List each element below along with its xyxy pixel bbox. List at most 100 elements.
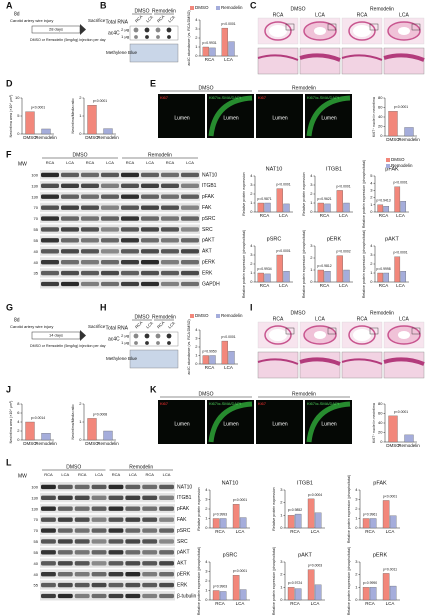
band: [181, 249, 199, 254]
p-value: p=0.9903: [213, 584, 227, 588]
band: [108, 539, 124, 544]
lane-label: LCA: [95, 472, 103, 477]
y-tick-label: 2: [280, 500, 283, 505]
p-value: p=0.9993: [213, 512, 227, 516]
p-value: p<0.0001: [336, 184, 350, 188]
band: [125, 484, 141, 490]
bar: [221, 27, 228, 57]
p-value: p=0.0008: [93, 412, 107, 416]
y-tick-label: 10: [15, 95, 20, 100]
legend-label: DMSO: [195, 5, 209, 10]
band: [91, 506, 107, 511]
lumen-label: Lumen: [174, 421, 190, 427]
lane-label: LCA: [315, 316, 325, 322]
band: [57, 572, 73, 577]
bar: [389, 515, 397, 529]
p-value: p<0.0001: [393, 251, 407, 255]
band: [159, 561, 174, 566]
panel-label: G: [6, 302, 13, 312]
protein-label: pERK: [177, 572, 191, 578]
y-tick-label: 4: [250, 243, 253, 248]
bar: [202, 46, 209, 57]
bar: [287, 587, 295, 601]
band: [125, 517, 141, 522]
band: [101, 238, 119, 243]
y-axis-label: Neointima area (×10⁴ μm²): [9, 95, 13, 138]
band: [181, 216, 199, 221]
p-value: p=0.9934: [257, 267, 271, 271]
media-layer: [306, 95, 351, 137]
group-label: DMSO: [199, 391, 214, 397]
y-tick-label: 0: [310, 209, 313, 214]
lumen-label: Lumen: [321, 421, 337, 427]
y-tick-label: 3: [280, 487, 283, 492]
x-tick-label: Remodelin: [97, 135, 119, 140]
timeline-arrow: [80, 24, 86, 35]
group-label: DMSO: [135, 8, 150, 14]
band: [101, 227, 119, 232]
y-tick-label: 2: [195, 35, 198, 40]
dot: [144, 333, 150, 339]
p-value: p<0.0001: [394, 410, 408, 414]
y-tick-label: 4: [310, 173, 313, 178]
dot: [144, 27, 150, 33]
band: [41, 216, 59, 221]
zoom-layer: [257, 54, 299, 61]
bar: [394, 256, 401, 283]
protein-label: pSRC: [202, 216, 216, 222]
y-tick-label: 1: [370, 202, 373, 207]
dot: [166, 27, 172, 33]
bar: [343, 269, 350, 283]
blot-strip: [40, 224, 200, 234]
lane-label: LCA: [61, 472, 69, 477]
band: [141, 183, 159, 188]
zoom-box: [285, 327, 295, 335]
band: [125, 506, 141, 511]
p-value: p=0.0014: [31, 416, 45, 420]
band: [61, 281, 79, 287]
bar: [25, 421, 35, 441]
protein-label: pSRC: [177, 528, 191, 534]
group-label: Remodelin: [152, 8, 176, 14]
band: [57, 582, 73, 588]
y-tick-label: 2: [250, 261, 253, 266]
y-tick-label: 0: [370, 209, 373, 214]
amount-label: 1 μg: [121, 340, 129, 345]
x-tick-label: DMSO: [85, 135, 99, 140]
band: [125, 539, 141, 544]
band: [142, 539, 158, 544]
band: [61, 238, 79, 243]
band: [141, 281, 159, 287]
legend-label: DMSO: [195, 313, 209, 318]
stain-label: Methylene Blue: [106, 356, 138, 361]
band: [141, 260, 159, 265]
bar: [362, 518, 370, 529]
band: [161, 205, 179, 210]
legend-label: Remodelin: [221, 5, 243, 10]
x-tick-label: DMSO: [23, 441, 37, 446]
x-tick-label: LCA: [339, 213, 348, 218]
y-tick-label: 3: [280, 559, 283, 564]
lumen: [353, 329, 371, 341]
lane-label: RCA: [273, 12, 284, 18]
stain-label: Ki67/α-SMA/DAPI: [209, 401, 241, 406]
y-axis-label: Relative protein expression (phospho/tot…: [362, 230, 366, 298]
panel-label: I: [250, 302, 253, 312]
p-value: p<0.0001: [276, 182, 290, 186]
band: [161, 194, 179, 199]
protein-label: pAKT: [177, 550, 190, 556]
blot-strip: [40, 170, 200, 180]
band: [125, 495, 141, 500]
y-tick-label: 0: [205, 525, 208, 530]
y-axis-label: Relative protein expression (phospho/tot…: [347, 475, 351, 543]
x-tick-label: LCA: [386, 529, 395, 534]
band: [91, 593, 107, 599]
bar: [377, 204, 384, 213]
band: [121, 172, 139, 178]
band: [41, 528, 56, 533]
y-tick-label: 2: [195, 344, 198, 349]
band: [57, 539, 73, 544]
band: [61, 205, 79, 210]
dot: [134, 341, 138, 345]
panel-label: D: [6, 78, 13, 88]
